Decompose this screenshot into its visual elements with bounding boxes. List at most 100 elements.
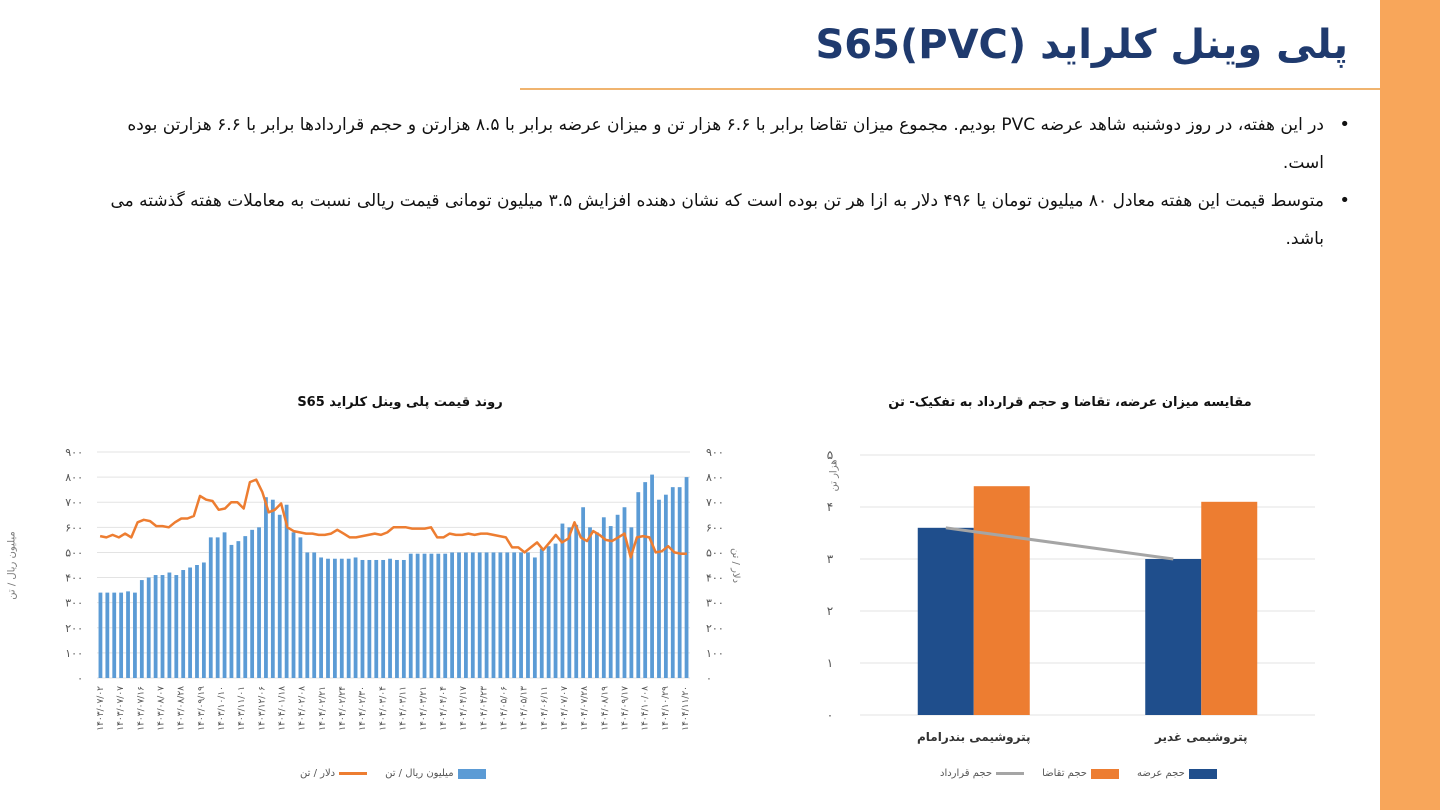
price-bar [229,544,234,678]
x-tick-label: ۱۴۰۴/۱۰/۰۸ [641,686,651,731]
price-bar [484,552,489,678]
y-tick-label-left: ۸۰۰ [65,471,83,484]
y-tick-label-left: ۲۰۰ [65,622,83,635]
category-label: پتروشیمی غدیر [1154,730,1248,745]
y-tick-label-left: ۱۰۰ [65,647,83,660]
price-bar [519,552,523,678]
y-tick-label-right: ۴۰۰ [706,572,724,585]
price-bar [588,527,592,678]
x-tick-label: ۱۴۰۴/۰۶/۱۱ [540,686,550,731]
y-tick-label-right: ۶۰۰ [706,521,724,534]
price-bar [374,559,379,678]
y-tick-label-left: ۴۰۰ [65,572,83,585]
price-bar [595,532,599,678]
price-bar [298,537,303,678]
price-bar [346,558,351,678]
price-bar [201,562,206,678]
supply-bar [917,527,974,715]
bullet-item: • متوسط قیمت این هفته معادل ۸۰ میلیون تو… [110,182,1351,258]
legend-item: حجم قرارداد [940,768,1025,779]
price-bar [181,570,186,678]
price-bar [195,565,199,678]
x-tick-label: ۱۴۰۴/۰۲/۲۱ [318,686,328,731]
price-bar [498,552,503,678]
demand-bar [1201,501,1258,715]
price-bar [622,507,627,678]
price-bar [650,474,654,678]
x-tick-label: ۱۴۰۴/۰۴/۱۷ [459,686,469,731]
demand-bar [973,486,1030,715]
y-tick-label: ۴ [827,500,833,514]
x-tick-label: ۱۴۰۳/۰۹/۱۹ [197,686,207,731]
y-tick-label-left: ۷۰۰ [65,496,83,509]
legend-label: دلار / تن [300,768,336,779]
price-bar [360,559,365,678]
price-bar [270,499,275,678]
price-bar [601,517,606,678]
bullet-dot: • [1339,190,1350,211]
page-title: پلی وینل کلراید S65(PVC) [815,22,1349,68]
y-tick-label-left: ۹۰۰ [65,446,83,459]
price-bar [257,527,261,678]
price-bar [608,526,613,678]
price-bar [312,552,317,678]
price-bar [167,572,172,678]
price-chart-legend: میلیون ریال / تن دلار / تن [300,768,486,779]
x-tick-label: ۱۴۰۳/۰۸/۲۸ [177,686,187,731]
price-bar [305,552,310,678]
y-tick-label-right: ۹۰۰ [706,446,724,459]
price-bar [629,527,634,678]
supply-bar [1145,559,1202,715]
x-tick-label: ۱۴۰۴/۰۲/۳۰ [358,686,368,731]
price-bar [277,514,282,678]
price-bar [450,552,455,678]
price-bar [367,559,372,678]
x-tick-label: ۱۴۰۴/۰۸/۱۹ [600,686,610,731]
price-bar [291,532,296,678]
price-bar [526,552,530,678]
price-bar [395,559,399,678]
legend-label: حجم تقاضا [1042,768,1087,779]
x-tick-label: ۱۴۰۴/۱۰/۲۹ [661,686,671,731]
x-tick-label: ۱۴۰۴/۰۷/۲۸ [580,686,590,731]
price-bar [670,487,675,678]
contract-volume-line [945,526,1174,561]
price-chart-title: روند قیمت پلی وینل کلراید S65 [297,395,503,410]
y-tick-label: ۳ [827,552,834,566]
x-tick-label: ۱۴۰۴/۰۴/۲۳ [479,686,489,731]
price-bar [153,575,158,678]
legend-swatch-bar [457,768,486,779]
price-bar [505,552,510,678]
price-bar [339,558,344,678]
legend-label: میلیون ریال / تن [385,768,454,779]
price-bar [581,507,586,678]
y-tick-label: ۲ [827,604,833,618]
price-trend-chart: ۰ ۰ ۱۰۰ ۱۰۰ ۲۰۰ ۲۰۰ ۳۰۰ ۳۰۰ ۴۰۰ ۴۰۰ ۵۰۰ ۵۰۰ ۶۰۰ ۶۰۰ ۷۰… [65,446,724,731]
x-tick-label: ۱۴۰۳/۱۰/۱۰ [217,686,227,731]
volume-comparison-chart: ۰ ۱ ۲ ۳ ۴ ۵ پتروشیمی بندرامام پتروشیمی غدیر [827,448,1315,745]
y-tick-label-right: ۸۰۰ [706,471,724,484]
price-bar [250,529,255,678]
price-bar [429,553,434,678]
x-tick-label: ۱۴۰۳/۱۲/۰۶ [257,686,267,731]
price-bar [319,557,323,678]
x-tick-label: ۱۴۰۴/۰۲/۲۴ [338,686,348,731]
y-tick-label-right: ۷۰۰ [706,496,724,509]
price-bar [126,591,130,678]
x-tick-label: ۱۴۰۳/۰۷/۱۶ [136,686,146,731]
x-tick-label: ۱۴۰۳/۰۸/۰۷ [157,686,167,731]
volume-chart-title: مقایسه میزان عرضه، تقاضا و حجم قرارداد ب… [888,395,1252,410]
x-tick-label: ۱۴۰۴/۰۲/۰۸ [298,686,308,731]
price-bar [264,497,268,678]
x-tick-label: ۱۴۰۴/۰۳/۲۱ [419,686,429,731]
price-bar [208,537,213,678]
x-tick-label: ۱۴۰۴/۰۳/۱۱ [399,686,409,731]
price-bar [98,592,103,678]
price-left-axis-title: میلیون ریال / تن [6,531,18,600]
price-bar [408,553,413,678]
price-bar [464,552,468,678]
price-bar [146,577,151,678]
price-bar [236,541,241,678]
price-bar [160,575,165,678]
price-bar [188,567,192,678]
